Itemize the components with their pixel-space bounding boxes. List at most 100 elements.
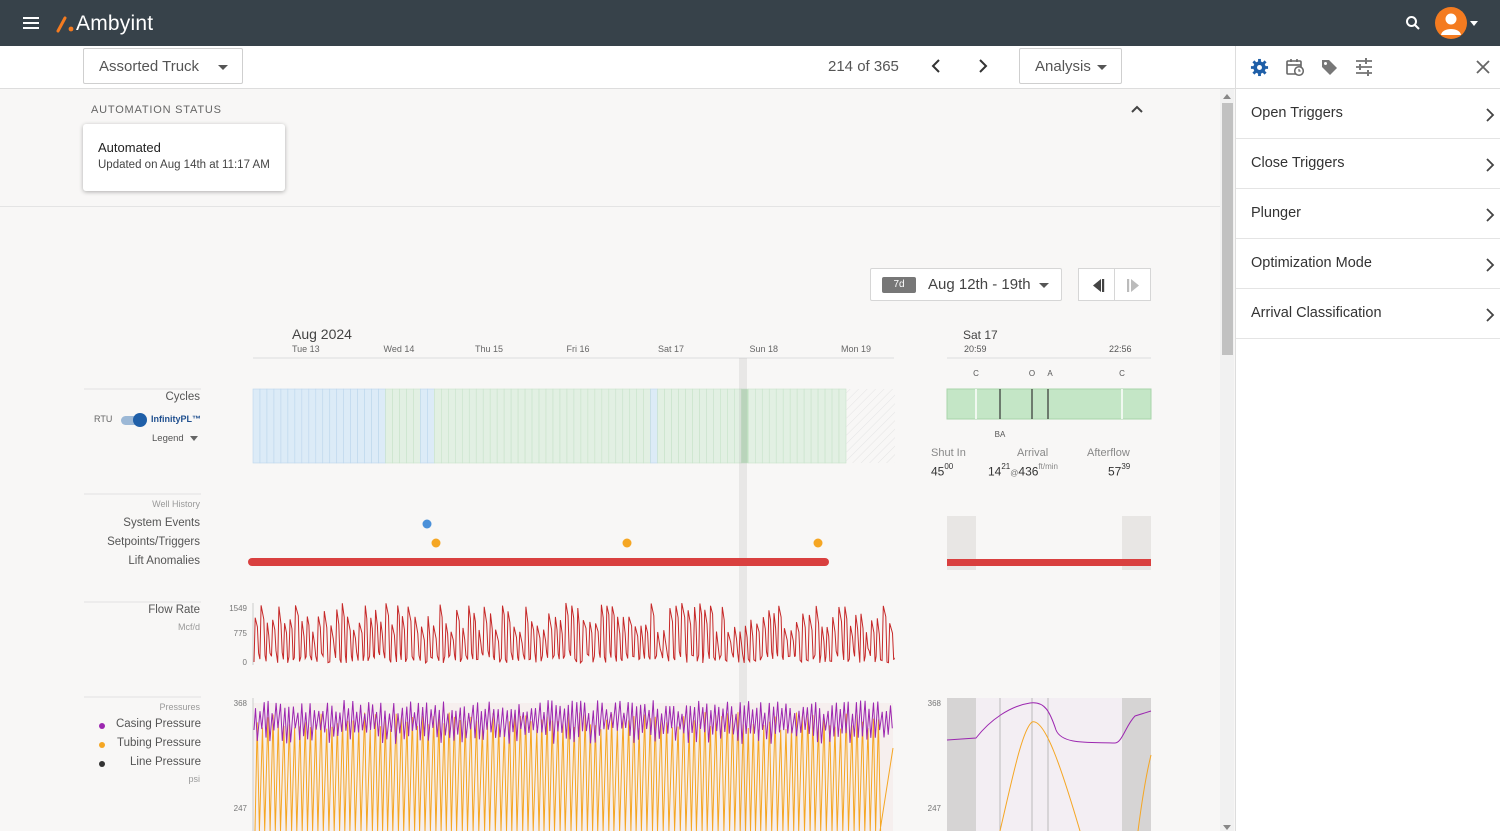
timeline-month: Aug 2024 — [292, 326, 352, 342]
side-item-arrival-classification[interactable]: Arrival Classification — [1236, 289, 1500, 339]
detail-tubing-series — [999, 721, 1081, 831]
timeline-day-label: Fri 16 — [567, 344, 590, 354]
side-item-plunger[interactable]: Plunger — [1236, 189, 1500, 239]
user-avatar[interactable] — [1435, 7, 1467, 39]
step-forward-button[interactable] — [1114, 268, 1151, 301]
asset-select[interactable]: Assorted Truck — [83, 48, 243, 84]
search-icon[interactable] — [1405, 15, 1421, 31]
cycle-stripe — [461, 388, 470, 464]
cycle-stripe — [385, 388, 393, 464]
previous-well-button[interactable] — [927, 56, 947, 76]
chevron-right-icon — [1486, 108, 1495, 122]
side-item-open-triggers[interactable]: Open Triggers — [1236, 89, 1500, 139]
next-well-button[interactable] — [972, 56, 992, 76]
chevron-down-icon — [218, 65, 228, 70]
cycle-stripe — [489, 388, 498, 464]
automation-status-heading: AUTOMATION STATUS — [91, 104, 222, 116]
menu-icon[interactable] — [23, 16, 39, 30]
cycle-stripe — [643, 388, 651, 464]
detail-marker-ba: BA — [995, 430, 1006, 439]
cycle-stripe — [817, 388, 826, 464]
step-back-button[interactable] — [1078, 268, 1115, 301]
detail-pressure-ticks: 368 247 — [928, 699, 942, 813]
setpoint-dot — [813, 538, 823, 548]
arrival-sub: 21 — [1001, 462, 1011, 471]
line-dot-icon — [99, 761, 105, 767]
cycle-stripe — [301, 388, 310, 464]
timeline-day-label: Sat 17 — [658, 344, 684, 354]
timeline-day-label: Wed 14 — [384, 344, 415, 354]
scroll-thumb[interactable] — [1222, 103, 1233, 355]
tune-sliders-icon[interactable] — [1354, 58, 1374, 76]
line-pressure-label: Line Pressure — [130, 756, 201, 768]
cycle-stripe — [455, 388, 463, 464]
view-select[interactable]: Analysis — [1019, 48, 1122, 84]
cycle-stripe — [266, 388, 275, 464]
cycle-stripe — [308, 388, 317, 464]
cycle-stripe — [329, 388, 338, 464]
user-icon — [1441, 13, 1461, 35]
well-analysis-chart: Aug 2024 Tue 13 Wed 14 Thu 15 Fri 16 Sat 17 S… — [84, 326, 1152, 831]
side-item-optimization-mode[interactable]: Optimization Mode — [1236, 239, 1500, 289]
detail-tubing-series — [1137, 754, 1152, 831]
calendar-clock-icon[interactable] — [1285, 57, 1305, 77]
tags-icon[interactable] — [1320, 58, 1340, 76]
cycle-stripe — [573, 388, 582, 464]
date-range-select[interactable]: 7d Aug 12th - 19th — [870, 268, 1062, 301]
tubing-pressure-legend[interactable]: Tubing Pressure — [97, 737, 201, 753]
cycle-stripe — [566, 388, 575, 464]
casing-dot-icon — [99, 723, 105, 729]
timeline-day-label: Sun 18 — [750, 344, 779, 354]
close-icon[interactable] — [1476, 60, 1490, 74]
flow-rate-label: Flow Rate — [148, 604, 200, 616]
scroll-down-icon[interactable] — [1223, 825, 1231, 830]
selected-cycle-cursor — [739, 358, 747, 831]
automation-status-card[interactable]: Automated Updated on Aug 14th at 11:17 A… — [83, 124, 285, 191]
cycle-stripe — [810, 388, 819, 464]
rtu-toggle[interactable]: RTU InfinityPL™ — [94, 412, 204, 428]
cycle-stripe — [796, 388, 805, 464]
cycle-stripe — [343, 388, 351, 464]
detail-pressure-tick-label: 368 — [928, 699, 942, 708]
cycle-stripe — [699, 388, 707, 464]
account-menu-caret-icon[interactable] — [1470, 21, 1478, 26]
pressure-tick-label: 368 — [234, 699, 248, 708]
flow-rate-ticks: 1549 775 0 — [229, 604, 247, 667]
cycle-stripe — [831, 388, 840, 464]
app-logo[interactable]: Ambyint — [56, 11, 153, 37]
collapse-chevron-up-icon[interactable] — [1130, 104, 1144, 114]
line-pressure-legend[interactable]: Line Pressure — [97, 756, 201, 772]
main-scrollbar[interactable] — [1220, 89, 1234, 831]
chevron-down-icon — [1097, 65, 1107, 70]
flow-tick-label: 775 — [234, 629, 248, 638]
detail-cycles-band — [946, 388, 1152, 420]
arrival-unit: ft/min — [1038, 462, 1058, 471]
legend-toggle[interactable]: Legend — [152, 433, 199, 444]
cycle-stripe — [503, 388, 512, 464]
cycle-stripe — [671, 388, 679, 464]
cycle-stripe — [552, 388, 561, 464]
side-item-close-triggers[interactable]: Close Triggers — [1236, 139, 1500, 189]
cycle-stripe — [413, 388, 421, 464]
shut-in-main: 45 — [931, 464, 945, 479]
gear-icon[interactable] — [1250, 58, 1269, 77]
app-name: Ambyint — [76, 12, 154, 35]
infinity-toggle-label: InfinityPL™ — [151, 414, 201, 424]
cycle-stripe — [538, 388, 547, 464]
step-back-icon — [1093, 279, 1105, 292]
cycle-stripe — [838, 388, 847, 464]
cycle-stripe — [678, 388, 686, 464]
legend-label: Legend — [152, 433, 184, 444]
cycle-stripe — [364, 388, 372, 464]
cycle-stripe — [392, 388, 400, 464]
cycle-stripe — [315, 388, 324, 464]
timeline-day-label: Thu 15 — [475, 344, 503, 354]
page-counter: 214 of 365 — [828, 58, 899, 75]
casing-pressure-legend[interactable]: Casing Pressure — [97, 718, 201, 734]
flow-rate-series — [253, 602, 895, 665]
side-item-label: Optimization Mode — [1251, 255, 1372, 271]
cycle-stripe — [273, 388, 282, 464]
cycle-stripe — [789, 388, 798, 464]
scroll-up-icon[interactable] — [1223, 94, 1231, 99]
arrival-label: Arrival — [1017, 447, 1049, 459]
